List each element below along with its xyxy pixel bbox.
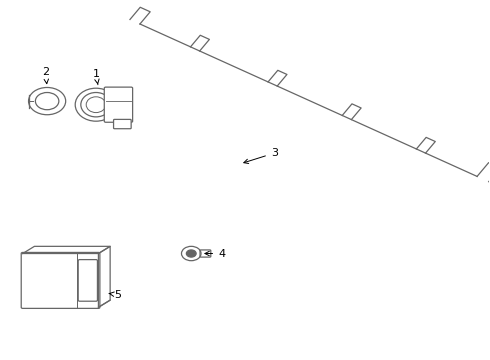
Text: 2: 2 bbox=[42, 67, 49, 84]
FancyBboxPatch shape bbox=[114, 120, 131, 129]
Circle shape bbox=[186, 250, 196, 257]
FancyBboxPatch shape bbox=[104, 87, 133, 122]
Text: 3: 3 bbox=[244, 148, 278, 163]
Text: 5: 5 bbox=[109, 290, 122, 300]
Text: 1: 1 bbox=[93, 69, 99, 85]
Text: 4: 4 bbox=[205, 248, 225, 258]
